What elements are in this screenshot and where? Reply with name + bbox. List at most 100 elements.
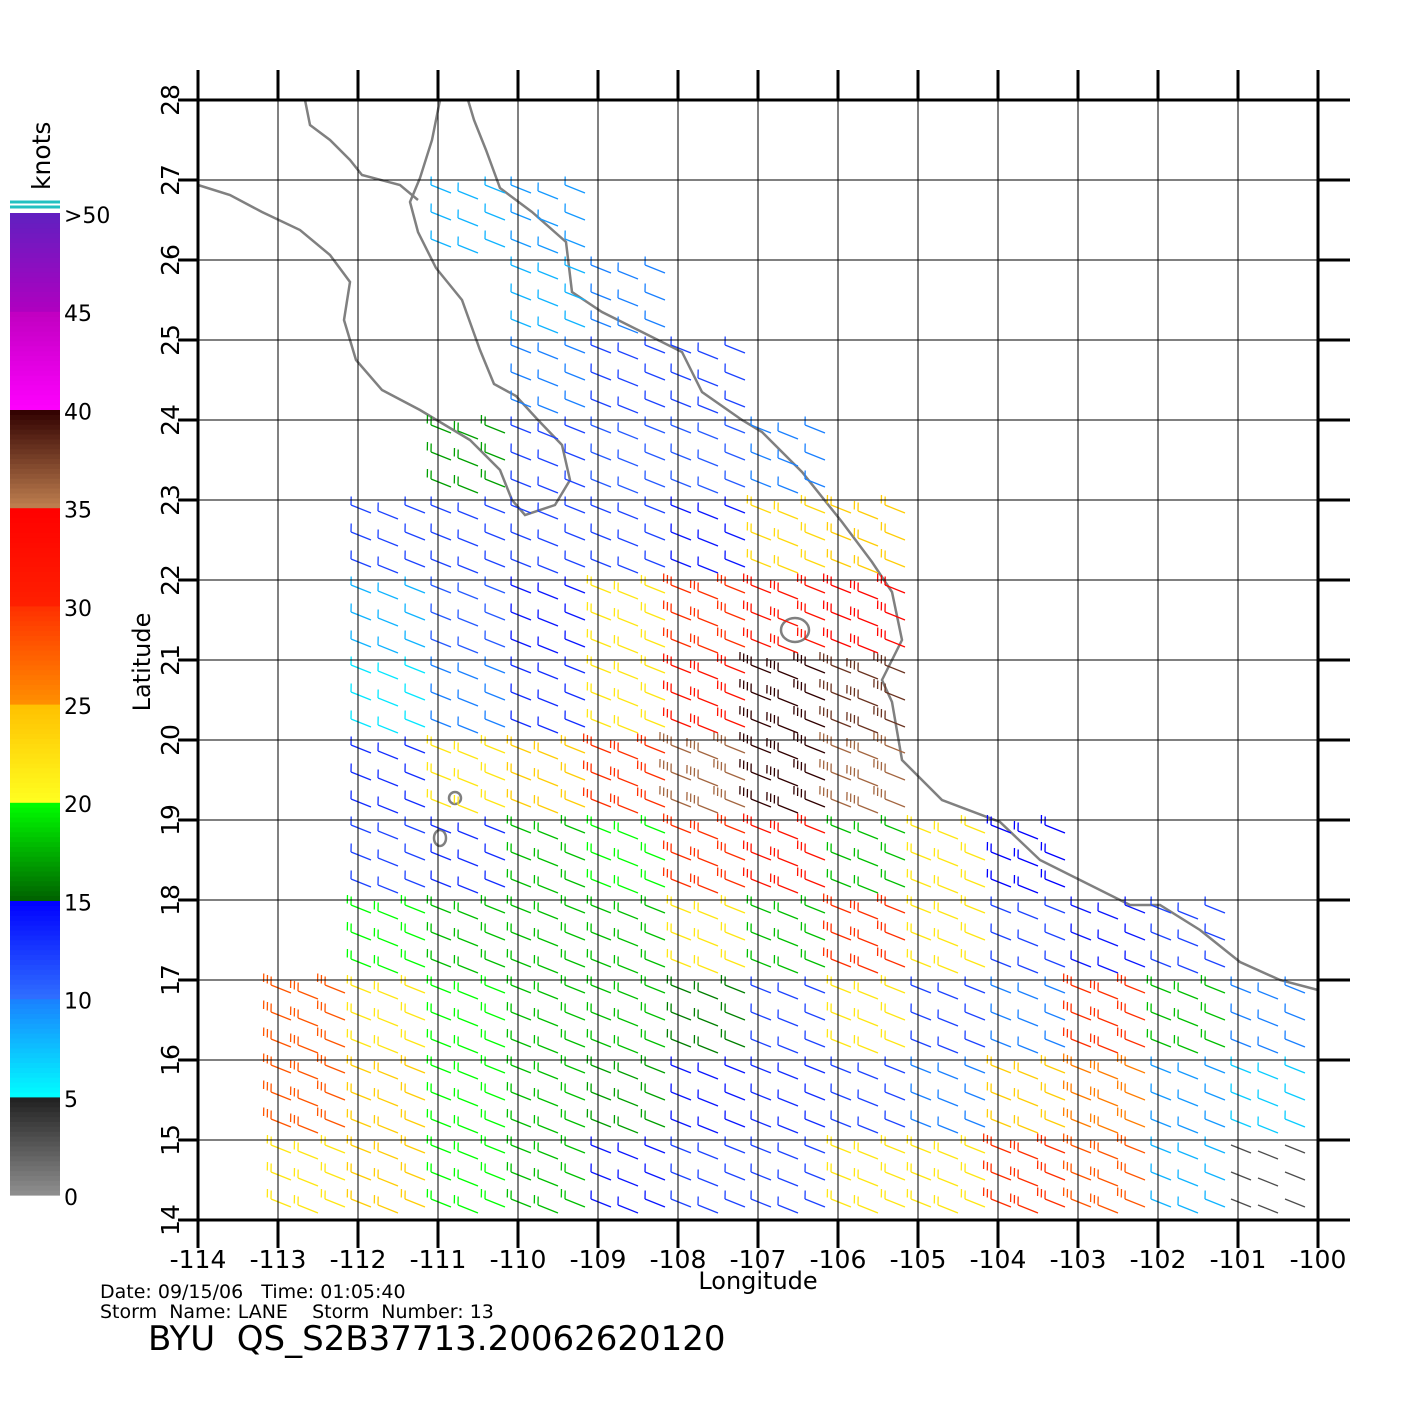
wind-barb [640, 948, 666, 968]
wind-barb-cell [1062, 1133, 1146, 1214]
wind-barb [586, 974, 612, 994]
wind-barb [640, 1028, 666, 1048]
colorbar-step [10, 782, 60, 789]
wind-barb [1124, 950, 1146, 968]
wind-barb [400, 948, 426, 968]
wind-barb [742, 813, 772, 834]
wind-barb [609, 739, 639, 760]
wind-barb [1257, 1036, 1279, 1054]
wind-barb [510, 363, 532, 381]
colorbar-step [10, 831, 60, 838]
wind-barb [564, 630, 586, 648]
wind-barb [853, 980, 879, 1000]
wind-barb-cell [506, 974, 586, 1054]
wind-barb [480, 761, 506, 781]
wind-barb [373, 927, 399, 947]
wind-barb [430, 870, 452, 888]
wind-barb [400, 1134, 426, 1154]
wind-barb-cell [750, 1136, 826, 1214]
wind-barb [560, 1188, 586, 1208]
wind-barb [316, 1107, 346, 1128]
wind-barb [720, 948, 746, 968]
wind-barb [804, 1190, 826, 1208]
wind-barb [724, 363, 746, 381]
wind-barb [724, 1110, 746, 1128]
wind-barb [262, 1000, 292, 1021]
wind-barb [800, 921, 826, 941]
colorbar-step [10, 978, 60, 985]
colorbar-step [10, 267, 60, 273]
x-axis-label: Longitude [698, 1267, 817, 1295]
y-tick-label: 17 [156, 964, 185, 996]
wind-barb [537, 236, 559, 254]
wind-barb [777, 1142, 799, 1160]
wind-barb [906, 948, 932, 968]
wind-barb [613, 927, 639, 947]
wind-barb [484, 656, 506, 674]
wind-barb [697, 1089, 719, 1107]
wind-barb [986, 1054, 1012, 1074]
wind-barb [800, 494, 826, 514]
colorbar-step [10, 502, 60, 509]
wind-barb [1204, 950, 1226, 968]
wind-barb [560, 948, 586, 968]
wind-barb [716, 627, 746, 648]
wind-barb [430, 710, 452, 728]
wind-barb-cell [662, 813, 746, 894]
colorbar-step [10, 468, 60, 474]
wind-barb-cell [346, 1054, 426, 1134]
wind-barb [613, 1007, 639, 1027]
wind-barb [796, 600, 826, 621]
wind-barb [510, 310, 532, 328]
wind-barb [510, 683, 532, 701]
colorbar-step [10, 1150, 60, 1157]
wind-barb [697, 1169, 719, 1187]
wind-barb [564, 283, 586, 301]
colorbar-segment [10, 998, 60, 1098]
wind-barb [1150, 1056, 1172, 1074]
wind-barb [537, 609, 559, 627]
colorbar-step [10, 934, 60, 941]
colorbar-step [10, 939, 60, 946]
wind-barb [537, 209, 559, 227]
wind-barb [880, 1028, 906, 1048]
wind-barb [906, 894, 932, 914]
wind-barb [560, 814, 586, 834]
wind-barb [804, 1083, 826, 1101]
colorbar-step [10, 1037, 60, 1044]
wind-barb [266, 1188, 292, 1208]
wind-barb [350, 576, 372, 594]
wind-barb [1062, 1160, 1092, 1181]
wind-barb [617, 556, 639, 574]
wind-barb [804, 1163, 826, 1181]
colorbar-step [10, 1101, 60, 1108]
wind-barb [853, 1140, 879, 1160]
wind-barb [1124, 923, 1146, 941]
wind-barb [480, 1188, 506, 1208]
wind-barb [613, 1087, 639, 1107]
wind-barb [1040, 841, 1066, 861]
wind-barb [346, 1028, 372, 1048]
wind-barb-cell [666, 894, 746, 974]
wind-barb [640, 1054, 666, 1074]
wind-barb [400, 894, 426, 914]
wind-barb [777, 449, 799, 467]
wind-barb [430, 816, 452, 834]
wind-barb-cell [826, 494, 906, 574]
colorbar-step [10, 414, 60, 420]
wind-barb [724, 336, 746, 354]
colorbar-step [10, 1185, 60, 1191]
wind-barb [1257, 1204, 1279, 1214]
wind-barb [350, 550, 372, 568]
wind-barb [1044, 896, 1066, 914]
wind-barb [480, 1081, 506, 1101]
wind-barb [846, 711, 879, 734]
wind-barb [1116, 1027, 1146, 1048]
wind-barb-cell [430, 816, 506, 894]
wind-barb [666, 1001, 692, 1021]
wind-barb [1177, 1196, 1199, 1214]
wind-barb [457, 662, 479, 680]
wind-barb [510, 550, 532, 568]
colorbar-step [10, 856, 60, 862]
wind-barb [316, 1080, 346, 1101]
